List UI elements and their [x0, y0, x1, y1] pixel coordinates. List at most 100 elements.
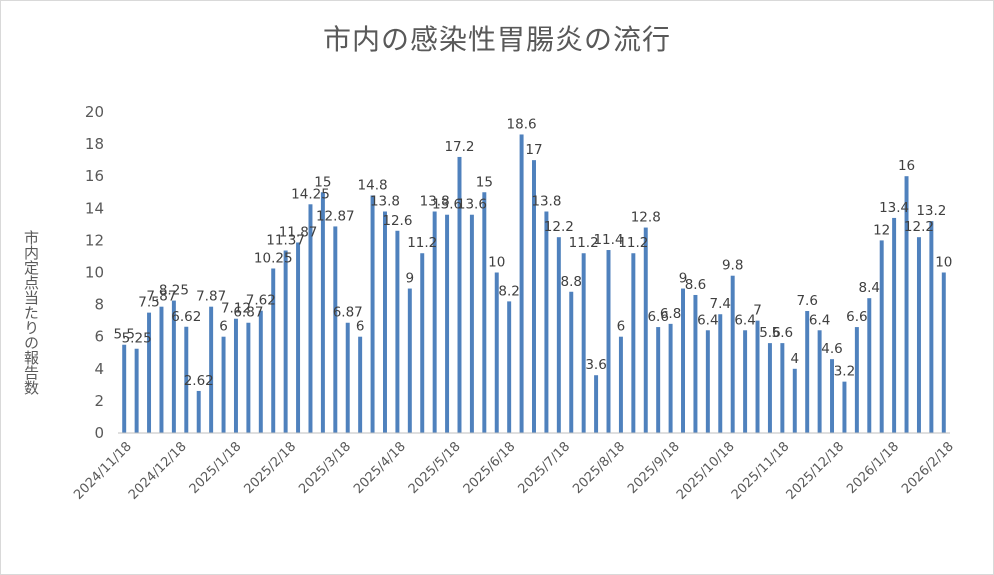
x-tick-label: 2026/2/18: [899, 439, 957, 497]
bar: [383, 211, 387, 433]
bar: [494, 272, 499, 433]
data-label: 12.6: [382, 213, 412, 229]
x-tick-label: 2026/1/18: [844, 439, 902, 497]
x-tick-label: 2024/12/18: [126, 439, 190, 503]
bar: [929, 221, 934, 433]
data-label: 5.6: [772, 325, 793, 341]
data-label: 7.87: [146, 289, 176, 305]
data-label: 16: [898, 158, 915, 174]
bar: [544, 211, 549, 433]
data-label: 7.6: [796, 293, 817, 309]
bar: [792, 368, 797, 433]
data-label: 13.2: [916, 203, 946, 219]
bar: [681, 288, 685, 433]
bar: [159, 306, 164, 433]
data-label: 13.8: [420, 194, 450, 210]
data-label: 7.62: [246, 293, 276, 309]
data-label: 12: [873, 222, 890, 238]
bar: [445, 214, 450, 433]
y-tick-label: 8: [94, 296, 104, 314]
bar: [395, 230, 400, 433]
data-label: 7.5: [138, 295, 159, 311]
x-tick-label: 2025/12/18: [784, 439, 848, 503]
data-label: 11.2: [569, 235, 599, 251]
bar: [258, 310, 263, 433]
bar: [693, 294, 698, 433]
bar: [246, 322, 251, 433]
data-label: 17.2: [444, 139, 474, 155]
bar: [469, 214, 474, 433]
data-label: 13.6: [457, 197, 487, 213]
bar: [296, 242, 301, 433]
data-label: 3.6: [585, 357, 606, 373]
bar: [842, 381, 847, 433]
x-tick-label: 2025/2/18: [241, 439, 299, 497]
data-label: 7: [753, 303, 762, 319]
bar: [594, 375, 599, 433]
bar: [879, 240, 884, 433]
y-tick-label: 16: [85, 167, 104, 185]
x-tick-label: 2025/1/18: [187, 439, 245, 497]
bar: [345, 322, 350, 433]
data-label: 8.4: [859, 280, 880, 296]
data-label: 6.62: [171, 309, 201, 325]
bar: [532, 160, 536, 433]
bar: [457, 156, 462, 433]
data-label: 6.87: [233, 305, 263, 321]
data-label: 5.25: [122, 331, 152, 347]
y-tick-label: 0: [94, 424, 104, 442]
bar: [122, 344, 127, 433]
x-tick-label: 2025/9/18: [625, 439, 683, 497]
data-label: 7.87: [196, 289, 226, 305]
chart-title: 市内の感染性胃腸炎の流行: [322, 23, 671, 56]
bar: [904, 176, 909, 433]
data-label: 12.2: [904, 219, 934, 235]
data-label: 8.2: [498, 283, 519, 299]
data-label: 14.8: [358, 177, 388, 193]
x-tick-label: 2025/4/18: [351, 439, 409, 497]
bar: [420, 253, 425, 433]
bar: [134, 348, 139, 433]
data-label: 7.4: [710, 296, 731, 312]
bar: [519, 134, 524, 433]
y-tick-label: 20: [85, 103, 104, 121]
data-label: 18.6: [507, 116, 537, 132]
data-label: 4.6: [821, 341, 842, 357]
bar: [569, 291, 574, 433]
bar: [507, 301, 512, 433]
data-label: 8.6: [685, 277, 706, 293]
data-label: 9: [406, 271, 415, 287]
y-tick-label: 10: [85, 264, 104, 282]
data-label: 15: [476, 174, 493, 190]
data-label: 6: [356, 319, 365, 335]
y-tick-label: 6: [94, 328, 104, 346]
x-tick-label: 2025/5/18: [406, 439, 464, 497]
bar: [308, 204, 313, 433]
data-label: 11.87: [279, 224, 318, 240]
data-label: 6: [219, 319, 228, 335]
bar: [631, 253, 636, 433]
bar: [196, 390, 201, 433]
data-label: 7.12: [221, 301, 251, 317]
data-label: 17: [525, 142, 542, 158]
bar: [333, 226, 338, 433]
bar: [867, 298, 872, 433]
x-tick-label: 2025/10/18: [674, 439, 738, 503]
data-label: 14.25: [291, 186, 330, 202]
data-label: 13.8: [370, 194, 400, 210]
data-label: 11.2: [618, 235, 648, 251]
bar: [358, 336, 363, 433]
data-label: 6.6: [647, 309, 668, 325]
bar: [705, 330, 710, 433]
y-axis-title: 市内定点当たりの報告数: [22, 230, 40, 395]
data-label: 10: [488, 255, 505, 271]
data-label: 6.4: [809, 312, 830, 328]
bar: [233, 318, 238, 433]
data-label: 12.87: [316, 208, 355, 224]
bar: [767, 343, 772, 433]
bar: [209, 306, 214, 433]
bar: [892, 217, 897, 433]
bar: [147, 312, 152, 434]
bar: [817, 330, 822, 433]
data-label: 11.4: [593, 232, 623, 248]
